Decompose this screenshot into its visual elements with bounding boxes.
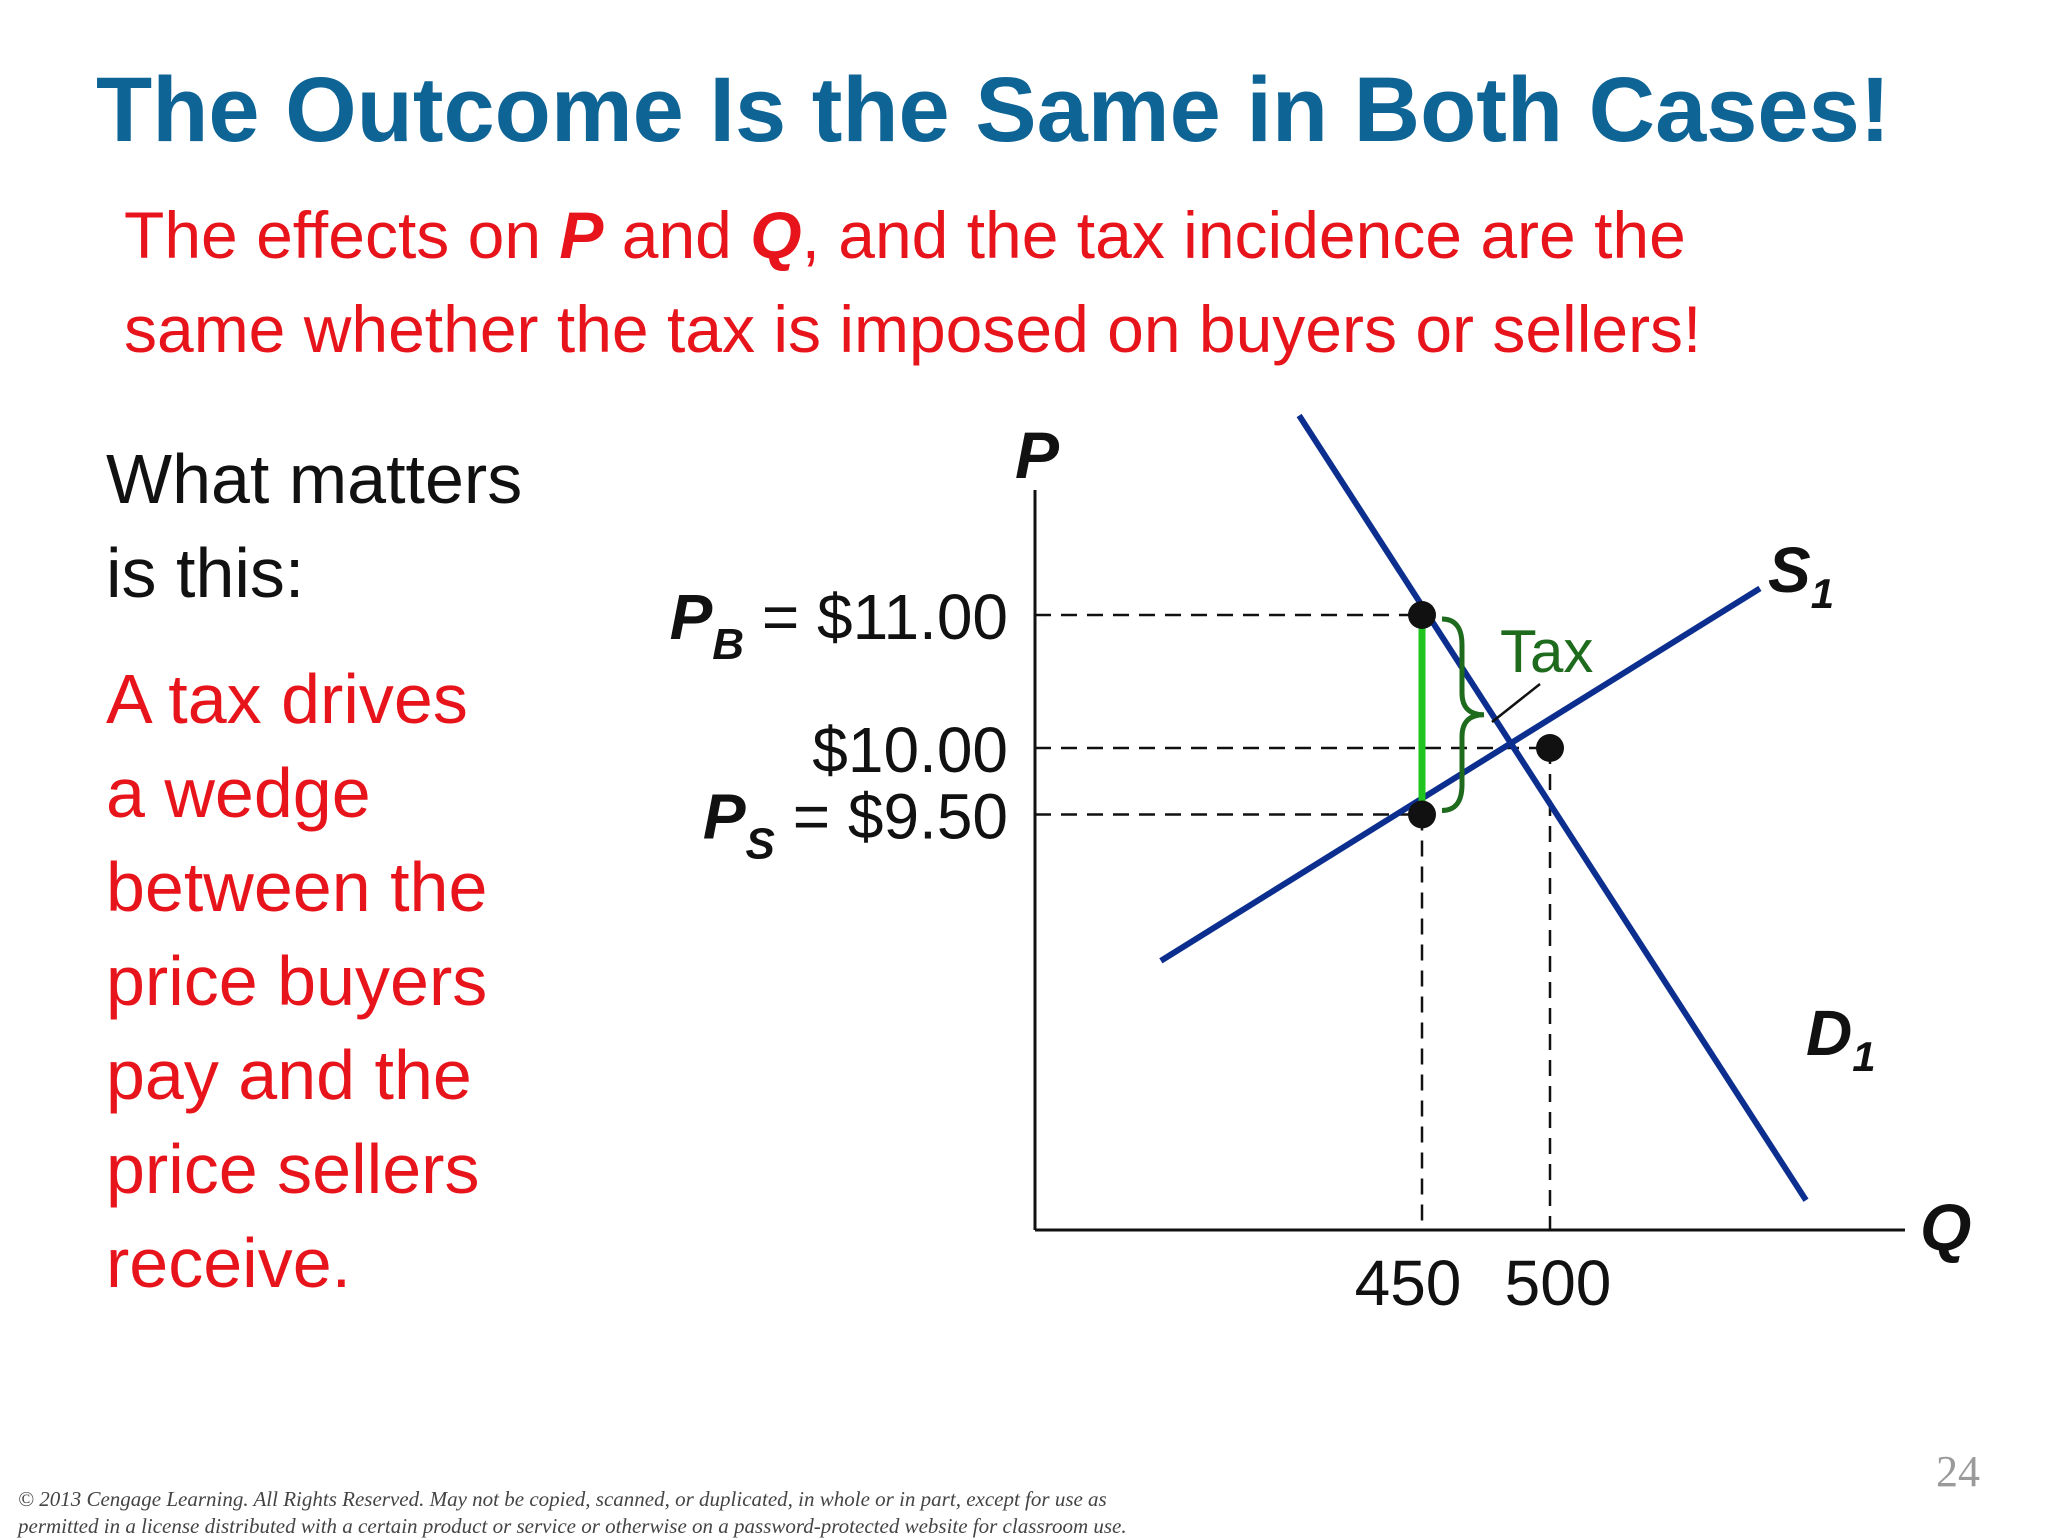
subtitle-q: Q (750, 198, 802, 272)
dashed-guides (1035, 613, 1552, 1230)
price-label-buyers: PB = $11.00 (670, 581, 1008, 669)
slide-title: The Outcome Is the Same in Both Cases! (96, 59, 1891, 161)
tax-wedge (1418, 615, 1485, 815)
left-text-line-1: What matters (106, 440, 523, 518)
left-text-intro: What matters is this: (106, 432, 626, 620)
red-line: A tax drives (106, 660, 468, 738)
slide-subtitle: The effects on P and Q, and the tax inci… (124, 188, 1974, 376)
subtitle-text-3: , and the tax incidence are the (801, 198, 1686, 272)
page-number: 24 (1936, 1447, 1980, 1496)
d1-curve (1296, 413, 1809, 1202)
tax-point (1408, 601, 1436, 629)
subtitle-text-2: and (603, 198, 751, 272)
footer-line-1: © 2013 Cengage Learning. All Rights Rese… (18, 1487, 1107, 1511)
quantity-label-500: 500 (1505, 1247, 1612, 1319)
price-label-equilibrium: $10.00 (812, 714, 1008, 786)
red-line: price sellers (106, 1130, 480, 1208)
left-text-explanation: A tax drives a wedge between the price b… (106, 652, 626, 1310)
footer-line-2: permitted in a license distributed with … (18, 1514, 1127, 1538)
copyright-footer: © 2013 Cengage Learning. All Rights Rese… (18, 1486, 1318, 1540)
subtitle-line-2: same whether the tax is imposed on buyer… (124, 292, 1702, 366)
red-line: pay and the (106, 1036, 472, 1114)
subtitle-p: P (559, 198, 604, 272)
tax-brace (1441, 616, 1485, 813)
quantity-label-450: 450 (1355, 1247, 1462, 1319)
tax-point (1408, 800, 1436, 829)
demand-curve-label: D1 (1806, 997, 1876, 1080)
red-line: between the (106, 848, 488, 926)
curves (1159, 413, 1809, 1202)
subtitle-text-1: The effects on (124, 198, 560, 272)
tax-label-leader (1491, 683, 1541, 723)
supply-curve-label: S1 (1768, 534, 1834, 617)
equilibrium-point (1536, 734, 1564, 762)
points (1408, 601, 1564, 829)
price-label-sellers: PS = $9.50 (703, 781, 1008, 869)
y-axis-label: P (1015, 418, 1060, 492)
red-line: price buyers (106, 942, 488, 1020)
left-text-line-2: is this: (106, 534, 305, 612)
tax-label: Tax (1500, 618, 1593, 685)
red-line: receive. (106, 1224, 352, 1302)
red-line: a wedge (106, 754, 371, 832)
x-axis-label: Q (1920, 1190, 1971, 1264)
